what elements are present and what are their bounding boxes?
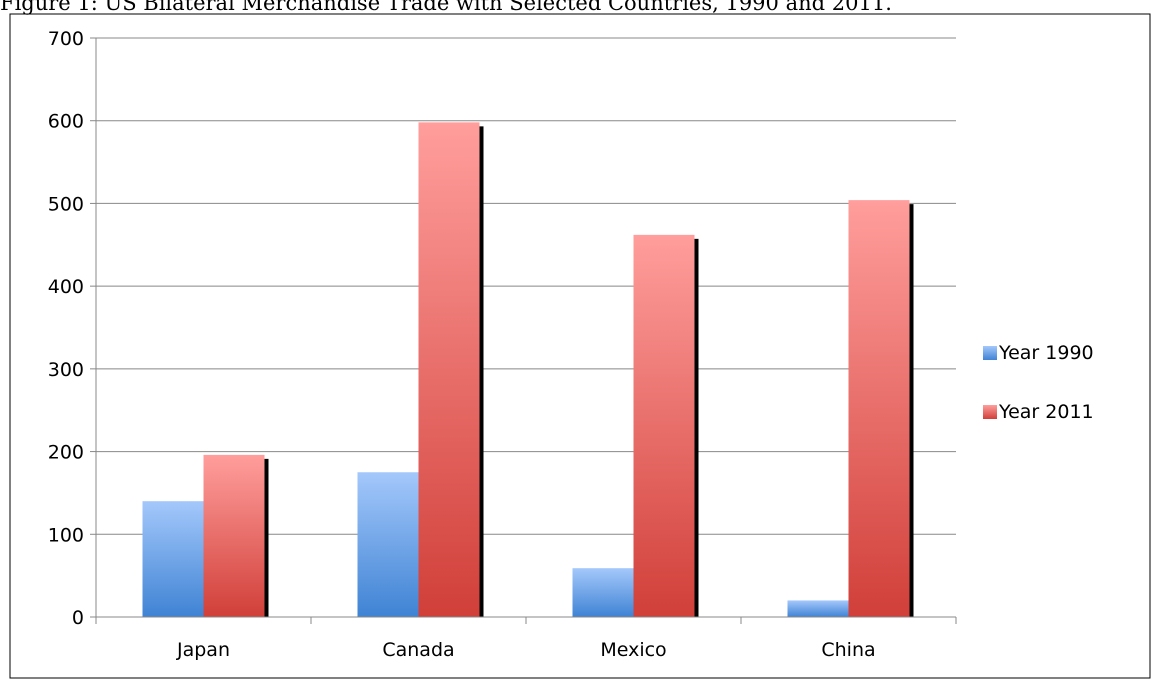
y-tick-label: 300 xyxy=(48,359,84,381)
x-tick-label: China xyxy=(821,639,875,661)
y-axis: 0 100 200 300 400 500 600 700 xyxy=(48,28,97,629)
y-tick-label: 600 xyxy=(48,111,84,133)
bar-year-1990-china xyxy=(787,600,849,617)
y-tick-label: 700 xyxy=(48,28,84,50)
y-tick-label: 200 xyxy=(48,442,84,464)
x-tick-label: Mexico xyxy=(600,639,666,661)
x-tick-label: Canada xyxy=(382,639,454,661)
legend-swatch xyxy=(983,346,997,360)
bar-year-2011-canada xyxy=(418,122,480,618)
y-tick-label: 100 xyxy=(48,524,84,546)
legend-swatch xyxy=(983,405,997,419)
bar-year-2011-china xyxy=(848,200,910,617)
y-tick-label: 400 xyxy=(48,276,84,298)
x-axis: Japan Canada Mexico China xyxy=(95,616,957,661)
bar-year-1990-canada xyxy=(357,472,419,617)
legend: Year 1990 Year 2011 xyxy=(983,342,1094,423)
y-tick-label: 500 xyxy=(48,193,84,215)
x-tick-label: Japan xyxy=(176,639,230,661)
bar-year-2011-japan xyxy=(203,454,265,617)
legend-label: Year 2011 xyxy=(998,401,1094,423)
bar-year-2011-mexico xyxy=(633,234,695,618)
y-tick-label: 0 xyxy=(72,607,84,629)
chart-title: Figure 1: US Bilateral Merchandise Trade… xyxy=(0,0,892,15)
chart-frame xyxy=(9,13,1151,679)
legend-label: Year 1990 xyxy=(998,342,1094,364)
bar-year-1990-japan xyxy=(142,501,204,617)
bars xyxy=(142,122,914,618)
bar-year-1990-mexico xyxy=(572,568,634,617)
